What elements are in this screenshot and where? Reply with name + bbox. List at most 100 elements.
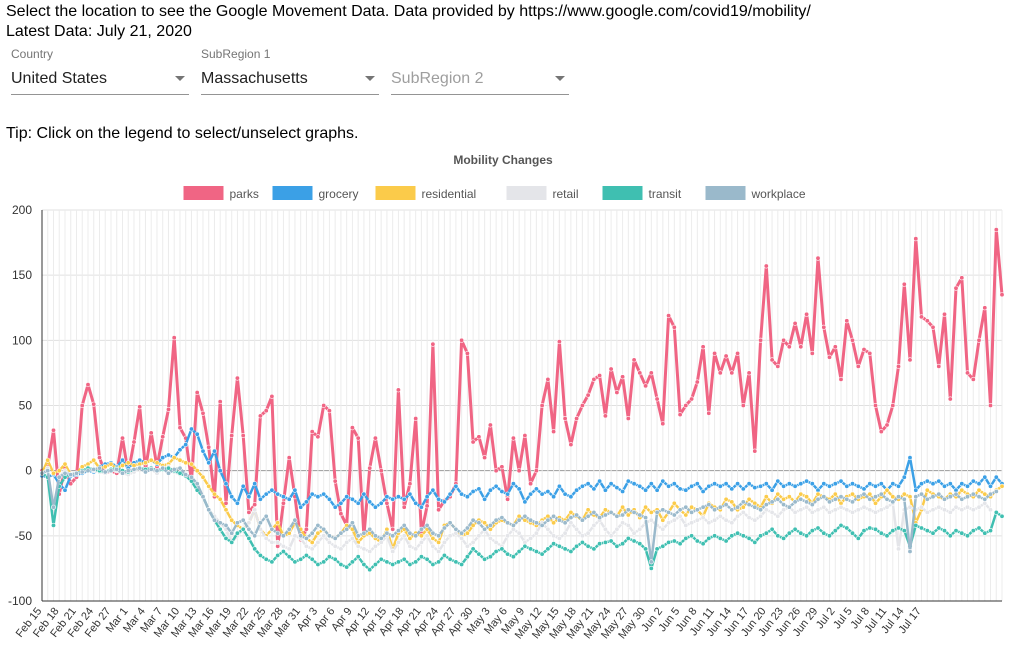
- data-point: [735, 350, 741, 356]
- data-point: [775, 496, 781, 502]
- data-point: [120, 457, 126, 463]
- data-point: [614, 526, 620, 532]
- data-point: [292, 559, 298, 565]
- data-point: [361, 491, 367, 497]
- data-point: [223, 522, 229, 528]
- data-point: [832, 481, 838, 487]
- data-point: [482, 520, 488, 526]
- data-point: [700, 488, 706, 494]
- data-point: [418, 554, 424, 560]
- data-point: [229, 517, 235, 523]
- data-point: [166, 465, 172, 471]
- data-point: [620, 512, 626, 518]
- data-point: [298, 556, 304, 562]
- legend-item-grocery[interactable]: grocery: [272, 186, 359, 201]
- data-point: [194, 481, 200, 487]
- data-point: [528, 491, 534, 497]
- data-point: [436, 548, 442, 554]
- data-point: [671, 517, 677, 523]
- data-point: [861, 491, 867, 497]
- data-point: [212, 517, 218, 523]
- subregion1-dropdown[interactable]: Massachusetts: [201, 68, 379, 95]
- data-point: [746, 481, 752, 487]
- subregion1-select[interactable]: SubRegion 1 Massachusetts: [201, 46, 379, 96]
- data-point: [217, 468, 223, 474]
- country-select[interactable]: Country United States: [11, 46, 189, 96]
- data-point: [683, 535, 689, 541]
- legend-label[interactable]: retail: [553, 187, 579, 201]
- legend-label[interactable]: transit: [649, 187, 682, 201]
- data-point: [269, 559, 275, 565]
- data-point: [717, 370, 723, 376]
- data-point: [470, 546, 476, 552]
- data-point: [694, 507, 700, 513]
- data-point: [901, 491, 907, 497]
- data-point: [522, 432, 528, 438]
- legend-label[interactable]: workplace: [751, 187, 806, 201]
- data-point: [901, 528, 907, 534]
- data-point: [315, 539, 321, 545]
- data-point: [781, 337, 787, 343]
- data-point: [792, 320, 798, 326]
- legend-item-retail[interactable]: retail: [506, 186, 579, 201]
- data-point: [464, 525, 470, 531]
- data-point: [574, 512, 580, 518]
- data-point: [666, 313, 672, 319]
- legend-item-workplace[interactable]: workplace: [705, 186, 806, 201]
- data-point: [217, 520, 223, 526]
- subregion2-dropdown[interactable]: SubRegion 2: [391, 68, 569, 95]
- data-point: [941, 496, 947, 502]
- chevron-down-icon: [365, 76, 375, 81]
- data-point: [723, 517, 729, 523]
- legend-label[interactable]: parks: [230, 187, 259, 201]
- data-point: [280, 548, 286, 554]
- data-point: [786, 504, 792, 510]
- data-point: [522, 513, 528, 519]
- data-point: [315, 561, 321, 567]
- data-point: [102, 464, 108, 470]
- data-point: [781, 535, 787, 541]
- data-point: [809, 481, 815, 487]
- data-point: [183, 442, 189, 448]
- data-point: [493, 539, 499, 545]
- data-point: [510, 554, 516, 560]
- data-point: [522, 499, 528, 505]
- data-point: [964, 504, 970, 510]
- data-point: [826, 533, 832, 539]
- data-point: [505, 520, 511, 526]
- data-point: [947, 494, 953, 500]
- chart-legend[interactable]: parks grocery residential retail transit work…: [183, 186, 806, 201]
- data-point: [815, 496, 821, 502]
- data-point: [430, 535, 436, 541]
- data-point: [625, 415, 631, 421]
- legend-item-transit[interactable]: transit: [602, 186, 682, 201]
- data-point: [740, 403, 746, 409]
- data-point: [763, 530, 769, 536]
- data-point: [453, 483, 459, 489]
- data-point: [257, 552, 263, 558]
- data-point: [390, 533, 396, 539]
- data-point: [516, 548, 522, 554]
- legend-item-residential[interactable]: residential: [375, 186, 477, 201]
- data-point: [413, 559, 419, 565]
- data-point: [344, 526, 350, 532]
- data-point: [844, 318, 850, 324]
- subregion2-select[interactable]: SubRegion 2: [391, 46, 569, 96]
- data-point: [637, 526, 643, 532]
- data-point: [338, 561, 344, 567]
- y-tick-label: -100: [8, 594, 32, 608]
- data-point: [769, 526, 775, 532]
- data-point: [332, 535, 338, 541]
- country-dropdown[interactable]: United States: [11, 68, 189, 95]
- data-point: [861, 528, 867, 534]
- intro-line-2: Latest Data: July 21, 2020: [6, 23, 192, 40]
- legend-item-parks[interactable]: parks: [183, 186, 259, 201]
- data-point: [740, 486, 746, 492]
- data-point: [872, 483, 878, 489]
- data-point: [229, 494, 235, 500]
- data-point: [303, 499, 309, 505]
- legend-label[interactable]: grocery: [319, 187, 359, 201]
- data-point: [436, 539, 442, 545]
- data-point: [712, 533, 718, 539]
- legend-label[interactable]: residential: [422, 187, 477, 201]
